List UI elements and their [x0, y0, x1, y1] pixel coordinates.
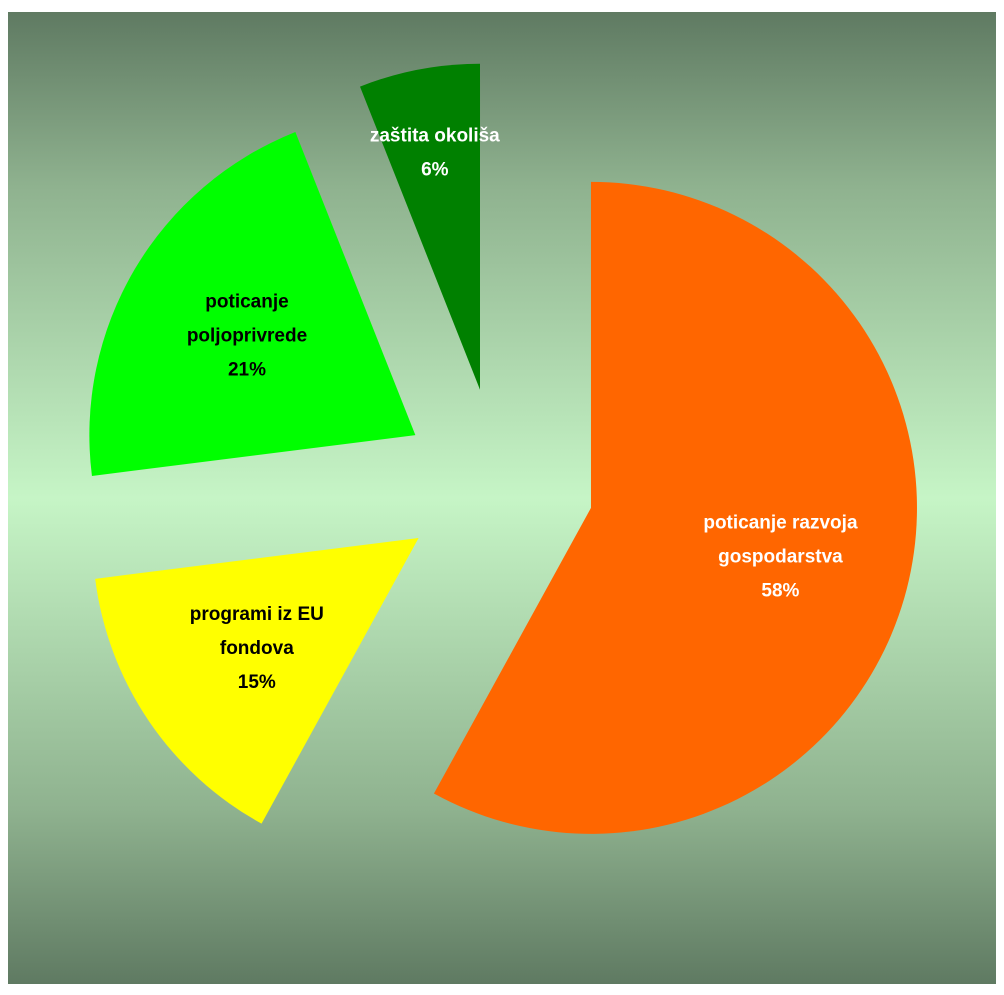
- slice-name-label: programi iz EU: [190, 604, 324, 625]
- slice-value-label: 21%: [228, 360, 266, 381]
- pie-slice-3: [360, 63, 481, 390]
- pie-chart: poticanje razvoja gospodarstva 58% programi…: [89, 63, 917, 834]
- slice-value-label: 6%: [421, 160, 449, 181]
- slice-value-label: 15%: [238, 672, 276, 693]
- pie-slice-0: [433, 181, 917, 834]
- slice-value-label: 58%: [761, 581, 799, 602]
- slice-label-1: programi iz EU fondova 15%: [190, 604, 324, 693]
- slice-name-label: gospodarstva: [718, 547, 843, 568]
- slice-name-label: poticanje: [205, 292, 288, 313]
- slice-name-label: fondova: [220, 638, 294, 659]
- slice-label-0: poticanje razvoja gospodarstva 58%: [703, 513, 858, 602]
- slice-label-3: zaštita okoliša 6%: [370, 126, 500, 181]
- slice-name-label: zaštita okoliša: [370, 126, 500, 147]
- chart-area: poticanje razvoja gospodarstva 58% programi…: [8, 12, 996, 984]
- slice-label-2: poticanje poljoprivrede 21%: [187, 292, 307, 381]
- slice-name-label: poticanje razvoja: [703, 513, 858, 534]
- pie-slice-2: [89, 132, 416, 476]
- slice-name-label: poljoprivrede: [187, 326, 307, 347]
- pie-slice-1: [95, 537, 419, 824]
